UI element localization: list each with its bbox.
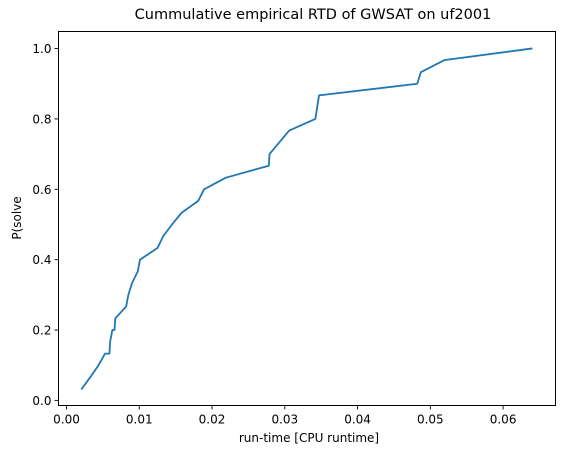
x-tick-label: 0.06	[490, 413, 517, 427]
y-tick-label: 0.6	[32, 183, 51, 197]
x-tick-label: 0.00	[53, 413, 80, 427]
x-tick-label: 0.05	[417, 413, 444, 427]
y-tick-label: 0.4	[32, 253, 51, 267]
x-axis: 0.00 0.01 0.02 0.03 0.04 0.05 0.06	[53, 405, 517, 427]
plot-area	[58, 31, 556, 406]
x-tick-label: 0.03	[271, 413, 298, 427]
y-tick-label: 1.0	[32, 42, 51, 56]
y-axis: 0.0 0.2 0.4 0.6 0.8 1.0	[32, 42, 59, 408]
x-tick-label: 0.01	[126, 413, 153, 427]
x-tick-label: 0.02	[199, 413, 226, 427]
x-tick-label: 0.04	[344, 413, 371, 427]
chart-title: Cummulative empirical RTD of GWSAT on uf…	[135, 7, 492, 23]
series-layer	[80, 47, 533, 391]
y-tick-label: 0.2	[32, 324, 51, 338]
y-tick-label: 0.0	[32, 394, 51, 408]
y-axis-label: P(solve	[10, 196, 24, 239]
y-tick-label: 0.8	[32, 112, 51, 126]
x-axis-label: run-time [CPU runtime]	[239, 431, 379, 445]
series-line	[80, 47, 533, 391]
